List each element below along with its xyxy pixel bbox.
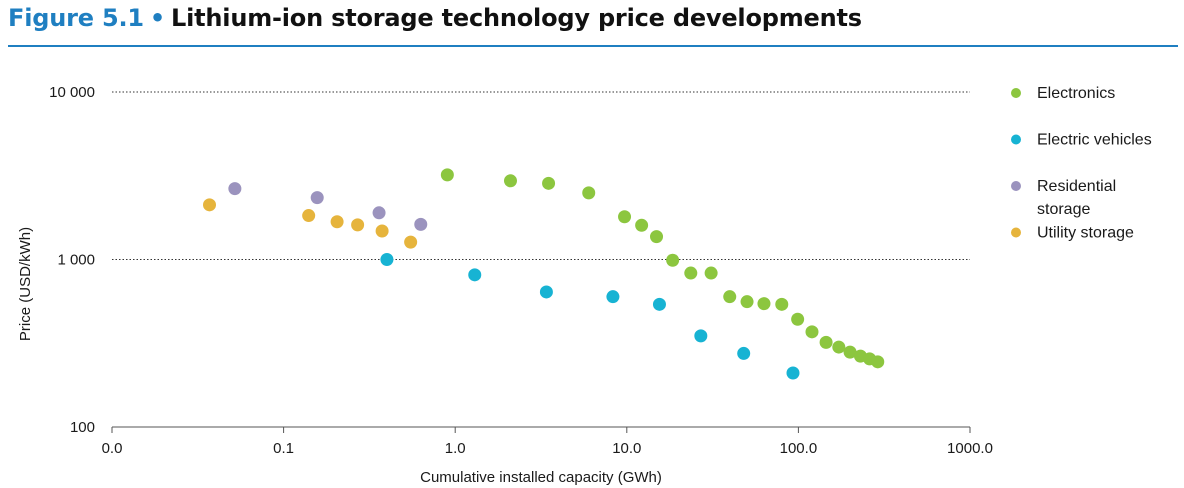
data-point [791,312,805,326]
data-point [650,230,664,244]
data-point [740,295,754,309]
figure-title: Figure 5.1 • Lithium-ion storage technolog… [8,4,862,32]
y-axis-label: Price (USD/kWh) [17,227,34,341]
data-point [542,176,556,190]
legend-item: Residential storage [1011,178,1116,218]
legend-label: Electric vehicles [1037,132,1152,149]
data-point [468,268,482,282]
data-point [539,285,553,299]
legend-marker [1011,134,1021,145]
data-point [503,174,517,188]
y-ticks: 100 1 000 10 000 [49,84,95,436]
series-electric-vehicles [380,253,800,380]
legend-marker [1011,181,1021,191]
data-point [310,191,324,205]
series-utility-storage [203,198,418,249]
data-point [404,235,418,249]
data-point [786,366,800,380]
data-point [843,345,857,359]
x-axis-label: Cumulative installed capacity (GWh) [420,469,662,486]
data-point [302,209,316,223]
data-point [635,218,649,232]
data-point [805,325,819,339]
title-rule [8,45,1178,47]
data-point [618,210,632,224]
legend-item: Electronics [1011,85,1115,102]
data-point [606,290,620,304]
y-tick-label: 1 000 [57,252,95,269]
data-point [203,198,217,212]
data-point [652,297,666,311]
data-point [440,168,454,182]
data-point [871,355,885,369]
data-point [684,266,698,280]
x-tick-label: 1000.0 [947,440,993,457]
data-point [372,206,386,220]
figure-title-text: Lithium-ion storage technology price dev… [171,4,862,32]
data-point [582,186,596,200]
series-electronics [440,168,885,369]
x-tick-label: 1.0 [445,440,466,457]
y-tick-label: 100 [70,419,95,436]
data-point [723,290,737,304]
data-points [203,168,885,380]
x-tick-label: 10.0 [612,440,641,457]
figure-bullet: • [149,4,166,32]
x-tick-label: 100.0 [780,440,818,457]
legend-marker [1011,88,1021,98]
y-tick-label: 10 000 [49,84,95,101]
legend: Electronics Electric vehicles Residential s… [1011,85,1152,242]
legend-item: Utility storage [1011,225,1134,242]
legend-label: Utility storage [1037,225,1134,242]
x-tick-label: 0.1 [273,440,294,457]
series-residential-storage [228,182,428,231]
data-point [380,253,394,266]
data-point [375,224,389,238]
figure-number: Figure 5.1 [8,4,144,32]
data-point [330,215,344,229]
data-point [757,297,771,311]
legend-label: storage [1037,201,1090,218]
legend-label: Electronics [1037,85,1115,102]
data-point [666,253,680,267]
data-point [832,340,846,354]
legend-marker [1011,227,1021,238]
x-ticks: 0.0 0.1 1.0 10.0 100.0 1000.0 [102,427,993,457]
x-tick-label: 0.0 [102,440,123,457]
data-point [704,266,718,280]
data-point [228,182,242,196]
data-point [694,329,708,343]
data-point [737,346,751,360]
data-point [351,218,365,232]
data-point [414,217,428,231]
legend-item: Electric vehicles [1011,132,1152,149]
data-point [819,335,833,349]
gridlines [112,91,970,260]
data-point [775,297,789,311]
legend-label: Residential [1037,178,1116,195]
